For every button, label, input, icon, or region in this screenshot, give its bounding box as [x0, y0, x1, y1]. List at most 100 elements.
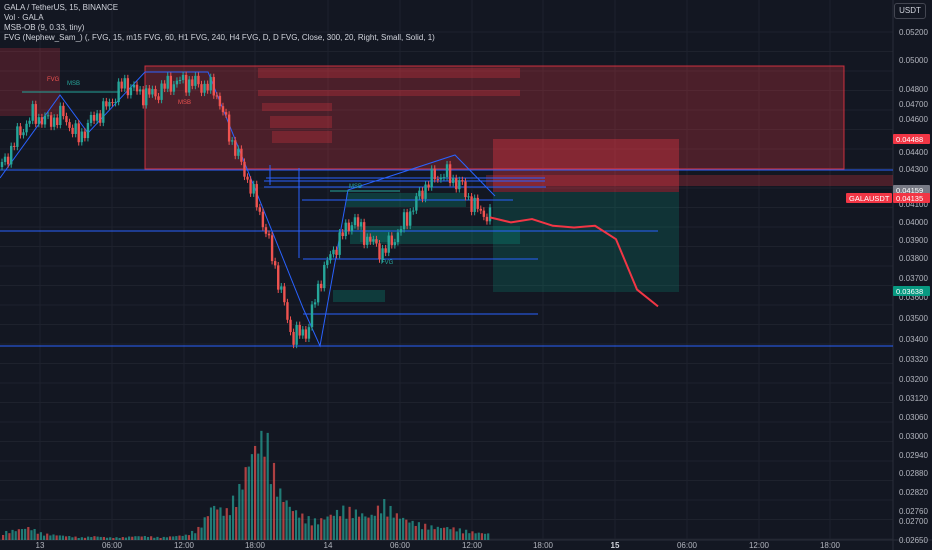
volume-bar	[370, 514, 373, 540]
candle	[390, 235, 393, 246]
y-tick-label: 0.03060	[899, 413, 928, 422]
volume-bar	[436, 526, 439, 540]
volume-bar	[200, 527, 203, 540]
candle	[356, 217, 360, 227]
candle	[393, 242, 397, 246]
fvg-box	[258, 68, 520, 78]
candle	[13, 145, 16, 147]
candle	[145, 88, 148, 106]
candle	[329, 254, 332, 261]
volume-bar	[2, 534, 5, 540]
candle	[166, 75, 169, 89]
candle	[163, 83, 166, 89]
volume-bar	[345, 518, 348, 540]
candle	[184, 74, 188, 93]
volume-bar	[439, 528, 443, 540]
y-tick-label: 0.04300	[899, 165, 928, 174]
y-tick-label: 0.03320	[899, 355, 928, 364]
candle	[258, 207, 262, 212]
volume-bar	[93, 536, 96, 540]
volume-bar	[74, 536, 77, 540]
candle	[350, 225, 354, 232]
candle	[181, 74, 185, 81]
volume-bar	[282, 501, 285, 540]
candle	[409, 211, 412, 226]
candle	[52, 117, 56, 127]
volume-bar	[222, 515, 225, 540]
volume-bar	[430, 525, 433, 540]
candle	[175, 80, 179, 85]
candle	[289, 319, 292, 332]
candle	[160, 83, 163, 100]
candle	[80, 131, 83, 143]
candle	[151, 89, 154, 95]
candle	[482, 210, 486, 217]
candle	[473, 197, 476, 212]
volume-bar	[61, 535, 65, 540]
x-tick-label: 13	[36, 541, 45, 550]
volume-bar	[105, 537, 109, 540]
candle	[405, 212, 409, 226]
volume-bar	[96, 536, 99, 540]
fvg-box	[333, 290, 385, 302]
fvg-box	[258, 90, 520, 96]
volume-bar	[203, 517, 206, 540]
volume-bar	[115, 537, 118, 540]
volume-bar	[150, 536, 153, 540]
candle	[335, 249, 338, 255]
fvg-zone	[486, 175, 893, 186]
candle	[117, 81, 120, 102]
candle	[470, 196, 473, 212]
volume-bar	[411, 520, 414, 540]
price-badge	[893, 185, 930, 195]
candle	[439, 177, 443, 180]
candle	[111, 101, 114, 104]
candle	[430, 168, 433, 188]
volume-bar	[487, 533, 490, 540]
volume-bar	[168, 536, 172, 540]
x-tick-label: 14	[324, 541, 333, 550]
price-badge	[893, 286, 930, 296]
chart-legend: GALA / TetherUS, 15, BINANCE Vol · GALA …	[4, 3, 435, 43]
volume-bar	[27, 526, 30, 540]
volume-bar	[471, 531, 474, 540]
volume-bar	[102, 536, 105, 540]
volume-bar	[109, 537, 112, 540]
y-tick-label: 0.03700	[899, 274, 928, 283]
x-tick-label: 18:00	[533, 541, 554, 550]
volume-bar	[342, 505, 345, 540]
candle	[92, 114, 96, 121]
candle	[141, 89, 145, 106]
volume-bar	[269, 484, 272, 540]
candle	[298, 324, 301, 336]
volume-bar	[414, 525, 417, 540]
candle	[485, 216, 489, 222]
candle	[267, 233, 271, 236]
volume-bar	[304, 523, 307, 540]
volume-bar	[156, 536, 159, 540]
volume-bar	[326, 516, 329, 540]
volume-bar	[272, 462, 276, 540]
candle	[280, 286, 283, 290]
volume-bar	[209, 507, 213, 540]
volume-bar	[33, 528, 36, 540]
volume-bar	[14, 531, 17, 540]
volume-bar	[389, 505, 392, 540]
candle	[43, 115, 47, 125]
currency-button[interactable]: USDT	[894, 3, 926, 19]
y-tick-label: 0.03500	[899, 314, 928, 323]
volume-bar	[455, 531, 458, 540]
candle	[221, 106, 225, 113]
candle	[402, 212, 406, 230]
candle	[384, 248, 387, 253]
volume-bar	[39, 532, 42, 540]
candle	[255, 184, 258, 208]
y-tick-label: 0.02820	[899, 488, 928, 497]
volume-bar	[424, 523, 427, 540]
volume-bar	[288, 506, 291, 540]
volume-bar	[112, 538, 115, 540]
candle	[369, 236, 372, 242]
candle	[442, 177, 446, 179]
y-tick-label: 0.02650	[899, 536, 928, 545]
